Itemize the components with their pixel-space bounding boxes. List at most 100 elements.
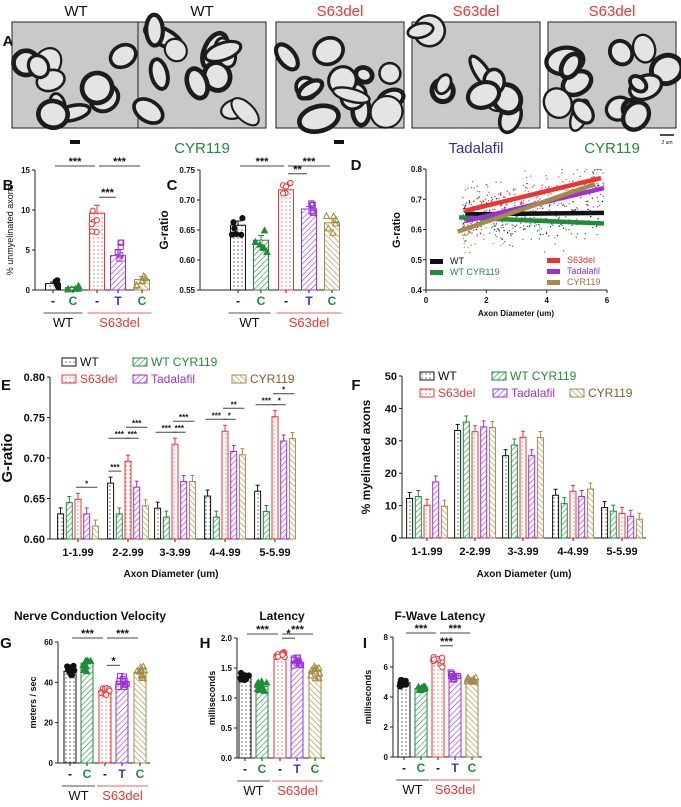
scatter-point — [494, 225, 496, 227]
scatter-point — [508, 192, 510, 194]
scatter-point — [485, 227, 487, 229]
scatter-point — [513, 188, 515, 190]
axon-profile — [607, 38, 635, 67]
data-point — [239, 215, 246, 222]
axon-profile — [36, 98, 70, 131]
scatter-point — [587, 205, 589, 207]
category-label: T — [118, 767, 126, 781]
scatter-point — [465, 239, 467, 241]
scatter-point — [524, 228, 526, 230]
scatter-point — [602, 172, 604, 174]
y-axis-label: G-ratio — [157, 210, 171, 249]
scatter-point — [556, 204, 559, 207]
legend-label: CYR119 — [567, 277, 600, 287]
category-label: 2-2.99 — [459, 546, 490, 558]
scatter-point — [553, 202, 555, 204]
scatter-point — [562, 204, 564, 206]
scatter-point — [593, 175, 595, 178]
scatter-point — [572, 173, 574, 175]
scatter-point — [539, 217, 542, 219]
category-label: C — [417, 761, 426, 775]
axon-profile — [353, 65, 375, 85]
scatter-point — [515, 216, 517, 218]
scatter-point — [568, 180, 571, 182]
scatter-point — [558, 225, 560, 227]
scatter-point — [468, 201, 471, 203]
data-point — [86, 656, 95, 664]
scatter-point — [592, 171, 594, 173]
panel-letter: F — [351, 377, 360, 394]
legend-label: WT — [450, 256, 464, 266]
scatter-point — [522, 184, 524, 187]
scatter-point — [546, 188, 548, 190]
scatter-point — [462, 223, 464, 225]
scatter-point — [511, 245, 514, 247]
y-tick-label: 0.0 — [221, 754, 233, 763]
axon-profile — [26, 53, 51, 80]
scatter-point — [522, 199, 524, 202]
bar — [601, 507, 609, 539]
data-point — [324, 224, 333, 232]
axon-profile — [230, 97, 260, 127]
data-point — [139, 271, 148, 279]
scatter-point — [470, 244, 472, 246]
significance-label: *** — [132, 419, 142, 428]
scatter-point — [510, 235, 512, 237]
scatter-point — [501, 221, 503, 223]
dash-mark — [334, 140, 344, 144]
scatter-point — [548, 209, 550, 212]
significance-label: *** — [101, 187, 115, 199]
y-tick-label: 0 — [391, 533, 397, 545]
scatter-point — [505, 204, 507, 206]
scatter-point — [498, 193, 500, 195]
legend-swatch — [430, 259, 443, 264]
scatter-point — [598, 169, 600, 171]
data-point — [447, 669, 454, 676]
y-tick-label: 0.75 — [179, 166, 195, 175]
scatter-point — [497, 228, 499, 230]
scatter-point — [480, 233, 482, 235]
bar — [83, 513, 91, 540]
legend-swatch — [419, 388, 435, 398]
data-point — [89, 207, 96, 214]
axon-profile — [297, 103, 341, 134]
scatter-point — [466, 201, 468, 204]
scatter-point — [558, 216, 561, 218]
axon-profile — [108, 42, 138, 70]
scatter-point — [596, 225, 598, 227]
y-tick-label: 0 — [384, 753, 389, 762]
scatter-point — [478, 196, 480, 198]
scatter-point — [499, 205, 502, 207]
legend-label: S63del — [438, 386, 475, 400]
scatter-point — [516, 224, 518, 226]
x-tick-label: 6 — [605, 296, 610, 305]
scatter-point — [514, 193, 516, 195]
scatter-point — [574, 209, 576, 211]
category-label: - — [278, 762, 282, 776]
scatter-point — [576, 207, 578, 209]
scatter-point — [534, 225, 536, 227]
scatter-point — [585, 200, 587, 203]
legend-swatch — [231, 374, 247, 384]
data-point — [259, 684, 268, 692]
data-point — [230, 219, 237, 226]
category-label: T — [305, 294, 313, 308]
bar — [273, 653, 287, 759]
bar — [91, 525, 99, 540]
bar — [57, 513, 65, 540]
axon-profile — [434, 73, 453, 96]
scatter-point — [501, 224, 503, 227]
scatter-point — [473, 229, 475, 231]
scatter-point — [525, 221, 527, 224]
significance-label: *** — [449, 623, 463, 635]
scatter-point — [563, 205, 565, 207]
bar — [154, 507, 162, 540]
scatter-point — [595, 186, 597, 188]
scatter-point — [493, 229, 496, 231]
scatter-point — [600, 193, 602, 196]
data-point — [310, 664, 319, 672]
scatter-point — [464, 189, 467, 191]
